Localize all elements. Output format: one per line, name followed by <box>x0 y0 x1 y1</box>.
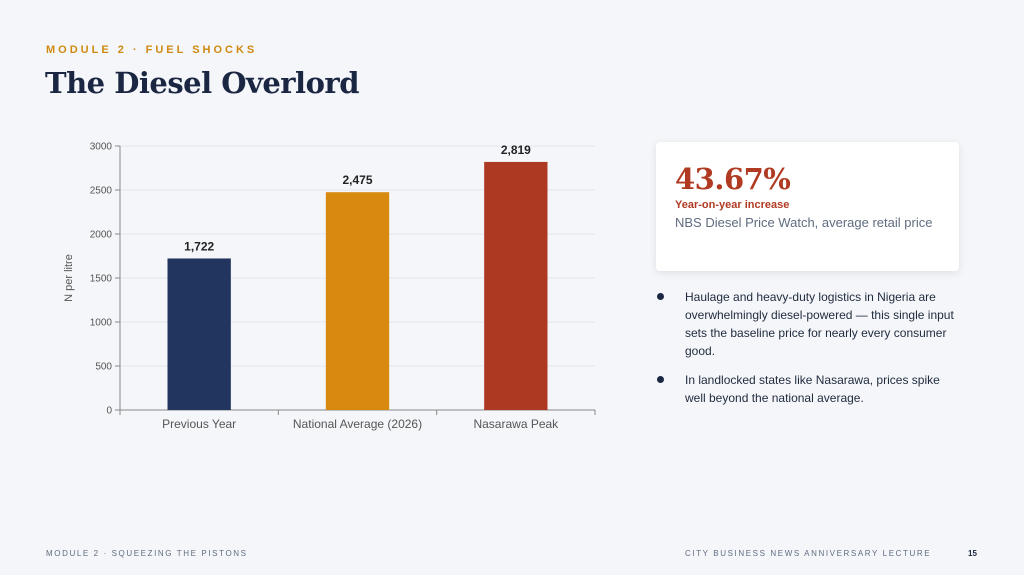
y-tick-label: 3000 <box>90 142 113 153</box>
footer-module-label: MODULE 2 · SQUEEZING THE PISTONS <box>46 549 248 558</box>
diesel-price-bar-chart: 0 500 1000 1500 2000 2500 3000 N per litre 1,722… <box>63 142 596 431</box>
y-tick-label: 2000 <box>90 230 113 241</box>
bullet-text: In landlocked states like Nasarawa, pric… <box>685 373 940 405</box>
bar <box>484 161 548 410</box>
bullet-dot-icon <box>657 293 664 300</box>
stat-source: NBS Diesel Price Watch, average retail p… <box>675 215 933 230</box>
bullet-list: Haulage and heavy-duty logistics in Nige… <box>656 288 956 418</box>
bullet-dot-icon <box>657 376 664 383</box>
data-label: 2,819 <box>501 143 531 157</box>
y-axis-label: N per litre <box>63 254 75 302</box>
bullet-item: Haulage and heavy-duty logistics in Nige… <box>656 288 956 360</box>
module-eyebrow: MODULE 2 · FUEL SHOCKS <box>46 44 258 56</box>
y-tick-label: 1000 <box>90 318 113 329</box>
bullet-text: Haulage and heavy-duty logistics in Nige… <box>685 290 954 358</box>
y-tick-label: 2500 <box>90 186 113 197</box>
stat-label: Year-on-year increase <box>675 199 790 211</box>
x-tick-label: Nasarawa Peak <box>473 417 559 431</box>
slide-title: The Diesel Overlord <box>45 66 359 100</box>
bar <box>167 258 231 410</box>
x-tick-label: National Average (2026) <box>293 417 422 431</box>
data-label: 1,722 <box>184 239 214 253</box>
y-tick-label: 500 <box>95 362 112 373</box>
page-number: 15 <box>968 549 977 558</box>
footer-event-label: CITY BUSINESS NEWS ANNIVERSARY LECTURE <box>685 549 932 558</box>
bar <box>325 192 390 410</box>
x-tick-label: Previous Year <box>162 417 236 431</box>
y-tick-label: 0 <box>106 406 112 417</box>
y-tick-label: 1500 <box>90 274 113 285</box>
stat-card: 43.67% Year-on-year increase NBS Diesel … <box>656 142 959 271</box>
data-label: 2,475 <box>342 173 372 187</box>
stat-value: 43.67% <box>675 162 791 196</box>
bullet-item: In landlocked states like Nasarawa, pric… <box>656 371 956 407</box>
